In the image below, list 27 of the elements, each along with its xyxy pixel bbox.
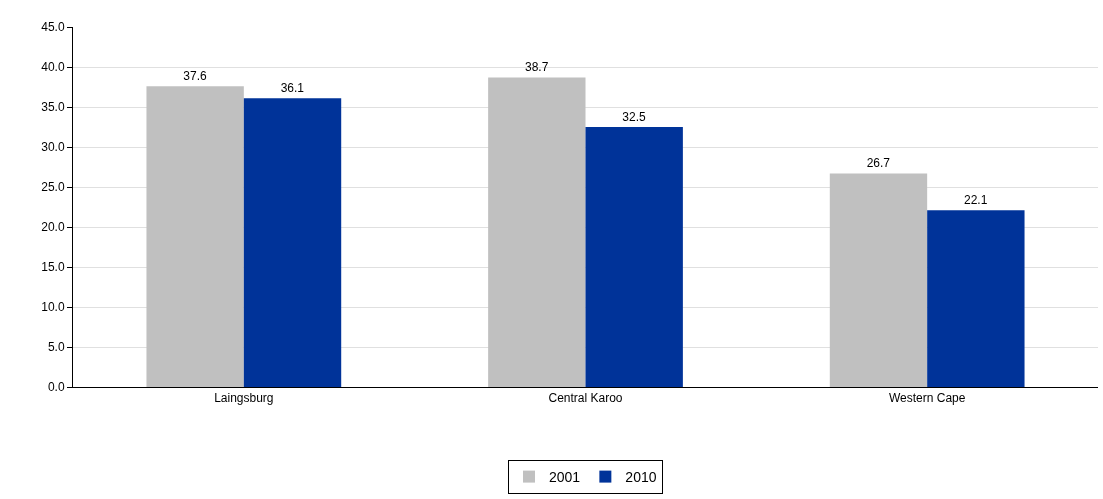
y-tick-label: 25.0 [41,180,65,195]
y-tick-label: 30.0 [41,140,65,155]
legend-label: 2001 [549,469,581,486]
bar [243,98,342,387]
y-tick-label: 0.0 [47,380,65,395]
y-tick-label: 5.0 [47,340,65,355]
legend-label: 2010 [625,469,657,486]
y-tick-label: 20.0 [41,220,65,235]
x-tick-label: Western Cape [888,391,966,406]
y-tick-label: 15.0 [41,260,65,275]
y-tick-label: 45.0 [41,20,65,35]
bar [829,173,928,387]
data-label: 37.6 [183,69,207,84]
data-label: 36.1 [280,81,305,96]
data-label: 38.7 [524,60,549,75]
x-tick-label: Laingsburg [214,391,274,406]
data-label: 32.5 [622,110,647,124]
data-label: 22.1 [964,193,988,208]
y-tick-label: 10.0 [41,300,65,315]
y-tick-label: 35.0 [41,100,65,115]
y-tick-label: 40.0 [41,60,65,75]
x-tick-label: Central Karoo [548,391,623,406]
data-label: 26.7 [866,156,891,171]
bar [927,210,1025,387]
bar [585,127,683,387]
bar [488,77,586,387]
bar [146,86,244,387]
